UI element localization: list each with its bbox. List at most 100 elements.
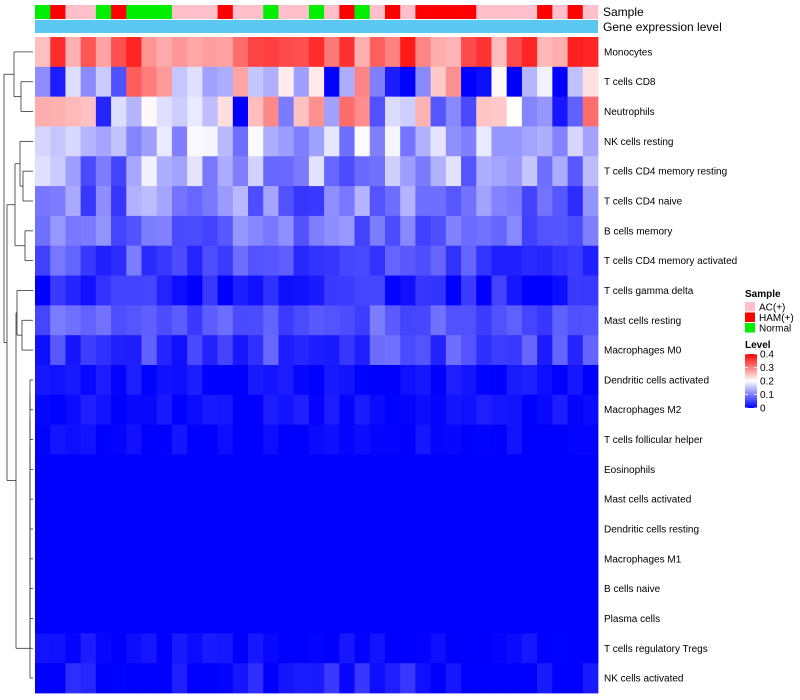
sample-legend-label: HAM(+) <box>759 313 794 324</box>
heatmap-cell <box>80 663 97 694</box>
heatmap-cell <box>217 215 234 247</box>
heatmap-cell <box>324 603 340 634</box>
heatmap-cell <box>491 424 508 455</box>
heatmap-cell <box>35 484 51 515</box>
heatmap-cell <box>461 424 477 455</box>
heatmap-cell <box>126 454 142 485</box>
heatmap-cell <box>232 66 249 98</box>
heatmap-cell <box>506 66 523 98</box>
heatmap-cell <box>35 156 51 187</box>
heatmap-cell <box>65 66 82 98</box>
heatmap-cell <box>506 186 523 217</box>
heatmap-cell <box>430 156 447 187</box>
heatmap-cell <box>324 37 340 68</box>
heatmap-cell <box>415 156 432 187</box>
heatmap-cell <box>339 603 355 634</box>
heatmap-cell <box>537 424 553 455</box>
heatmap-cell <box>50 245 66 276</box>
heatmap-cell <box>263 454 279 485</box>
heatmap-cell <box>111 245 127 276</box>
heatmap-cell <box>369 543 386 575</box>
heatmap-cell <box>187 663 203 694</box>
heatmap-cell <box>506 245 523 276</box>
heatmap-cell <box>339 543 355 575</box>
heatmap-cell <box>293 156 310 187</box>
sample-track-label: Sample <box>603 5 644 19</box>
heatmap-cell <box>582 365 599 396</box>
heatmap-cell <box>308 156 325 187</box>
sample-legend-label: AC(+) <box>759 303 785 314</box>
heatmap-cell <box>521 514 538 545</box>
heatmap-cell <box>126 156 142 187</box>
heatmap-cell <box>126 186 142 217</box>
sample-cell <box>369 5 386 19</box>
heatmap-cell <box>582 573 599 604</box>
heatmap-cell <box>567 245 584 276</box>
heatmap-cell <box>506 215 523 247</box>
heatmap-cell <box>324 573 340 604</box>
heatmap-cell <box>65 96 82 127</box>
heatmap-cell <box>384 573 401 604</box>
heatmap-cell <box>293 514 310 545</box>
heatmap-cell <box>461 454 477 485</box>
heatmap-cell <box>202 365 218 396</box>
heatmap-cell <box>232 305 249 336</box>
heatmap-cell <box>35 126 51 157</box>
heatmap-cell <box>537 603 553 634</box>
heatmap-cell <box>35 96 51 127</box>
heatmap-cell <box>171 365 188 396</box>
heatmap-cell <box>476 543 492 575</box>
heatmap-cell <box>445 514 462 545</box>
heatmap-cell <box>582 275 599 306</box>
heatmap-cell <box>187 394 203 426</box>
heatmap-cell <box>217 186 234 217</box>
heatmap-cell <box>400 186 416 217</box>
heatmap-cell <box>369 156 386 187</box>
heatmap-cell <box>293 663 310 694</box>
heatmap-cell <box>248 245 264 276</box>
row-label: Dendritic cells activated <box>604 375 709 386</box>
heatmap-cell <box>80 573 97 604</box>
heatmap-cell <box>50 633 66 664</box>
heatmap-cell <box>126 335 142 366</box>
heatmap-cell <box>263 215 279 247</box>
heatmap-cell <box>476 514 492 545</box>
heatmap-cell <box>491 454 508 485</box>
heatmap-cell <box>80 514 97 545</box>
heatmap-cell <box>308 245 325 276</box>
heatmap-cell <box>217 603 234 634</box>
heatmap-cell <box>491 573 508 604</box>
heatmap-cell <box>126 394 142 426</box>
heatmap-cell <box>141 543 158 575</box>
heatmap-cell <box>537 394 553 426</box>
heatmap-cell <box>126 633 142 664</box>
heatmap-cell <box>263 37 279 68</box>
heatmap-cell <box>430 484 447 515</box>
heatmap-cell <box>171 424 188 455</box>
heatmap-cell <box>263 543 279 575</box>
heatmap-cell <box>202 37 218 68</box>
heatmap-cell <box>187 365 203 396</box>
heatmap-cell <box>293 126 310 157</box>
heatmap-cell <box>506 663 523 694</box>
heatmap-cell <box>232 454 249 485</box>
heatmap-cell <box>491 335 508 366</box>
heatmap-cell <box>65 454 82 485</box>
heatmap-cell <box>202 663 218 694</box>
heatmap-cell <box>232 245 249 276</box>
heatmap-cell <box>369 484 386 515</box>
heatmap-cell <box>476 96 492 127</box>
heatmap-cell <box>111 573 127 604</box>
heatmap-cell <box>80 484 97 515</box>
heatmap-cell <box>80 454 97 485</box>
heatmap-cell <box>50 156 66 187</box>
heatmap-cell <box>95 484 112 515</box>
heatmap-cell <box>217 96 234 127</box>
heatmap-cell <box>278 514 295 545</box>
heatmap-cell <box>65 335 82 366</box>
heatmap-cell <box>202 96 218 127</box>
heatmap-cell <box>50 663 66 694</box>
heatmap-cell <box>156 96 173 127</box>
heatmap-cell <box>537 484 553 515</box>
heatmap-cell <box>324 96 340 127</box>
